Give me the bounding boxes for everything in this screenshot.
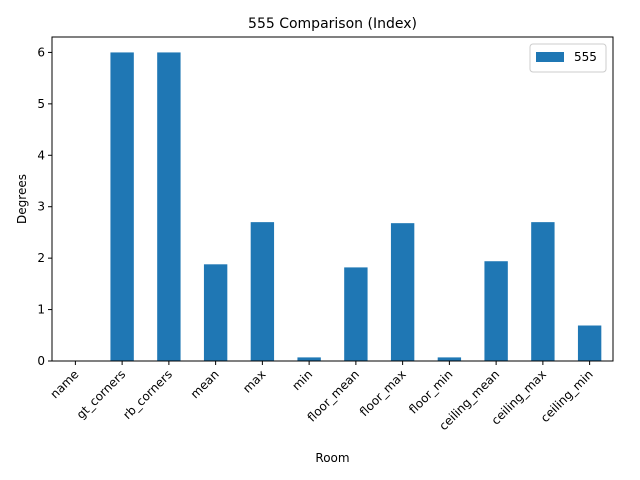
bar-floor_min [437,357,462,361]
y-axis-label: Degrees [15,174,29,224]
bar-ceiling_min [577,325,602,361]
x-tick-label: floor_max [357,367,409,419]
legend: 555 [529,43,607,73]
bar-min [297,357,321,361]
legend-frame [529,43,607,73]
bar-max [250,222,275,361]
x-axis-label: Room [315,451,349,465]
bar-floor_mean [344,267,368,361]
y-tick-label: 2 [37,251,45,265]
bar-rb_corners [157,52,181,362]
legend-label: 555 [574,50,597,64]
y-tick-label: 3 [37,200,45,214]
x-tick-label: gt_corners [74,367,129,422]
bar-mean [203,264,228,361]
chart-title: 555 Comparison (Index) [248,16,417,32]
legend-swatch [536,52,564,62]
x-tick-label: name [48,367,82,401]
bars-group [110,52,602,362]
bar-floor_max [390,223,415,361]
bar-gt_corners [110,52,134,362]
x-tick-label: mean [188,367,222,401]
plot-frame [51,36,614,362]
y-axis: 0 1 2 3 4 5 6 [37,45,52,368]
x-tick-label: max [240,367,268,395]
x-tick-label: floor_min [406,367,455,416]
x-tick-label: rb_corners [120,367,175,422]
bar-ceiling_mean [484,261,508,361]
x-tick-label: min [289,367,315,393]
y-tick-label: 0 [37,354,45,368]
y-tick-label: 4 [37,148,45,162]
y-tick-label: 5 [37,97,45,111]
bar-ceiling_max [531,222,555,361]
y-tick-label: 1 [37,303,45,317]
y-tick-label: 6 [37,45,45,59]
